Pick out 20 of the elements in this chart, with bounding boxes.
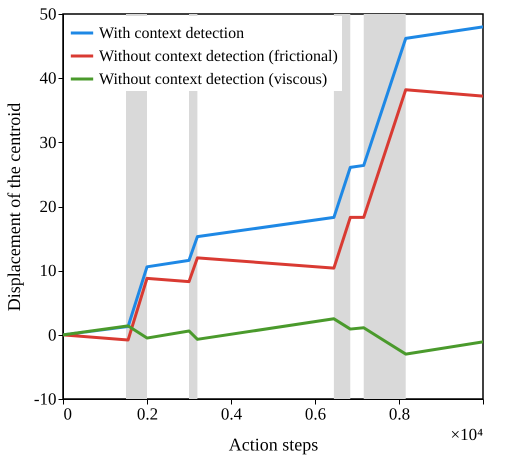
line-series — [63, 317, 483, 356]
y-tick-label: 0 — [48, 325, 56, 344]
x-tick-label: 0 — [64, 404, 72, 424]
x-tick-label: 0.8 — [388, 404, 410, 424]
y-tick-label: 50 — [40, 4, 56, 24]
legend-label: With context detection — [99, 25, 244, 42]
text: ×10⁴ — [450, 425, 484, 444]
x-tick-label: 0.4 — [220, 404, 243, 424]
x-axis-title: Action steps — [228, 434, 318, 454]
y-tick-label: 20 — [40, 197, 56, 216]
legend-label: Without context detection (frictional) — [99, 48, 338, 65]
y-tick-label: 40 — [40, 68, 56, 88]
y-tick-label: 30 — [40, 132, 56, 152]
y-tick-label: -10 — [34, 390, 56, 408]
line-series — [63, 88, 483, 342]
x-tick-label: 0.2 — [136, 404, 158, 424]
x-tick-label: 0.6 — [304, 404, 326, 424]
y-axis-title: Displacement of the centroid — [4, 102, 24, 312]
y-tick-label: 10 — [40, 261, 56, 280]
legend-label: Without context detection (viscous) — [99, 71, 328, 88]
